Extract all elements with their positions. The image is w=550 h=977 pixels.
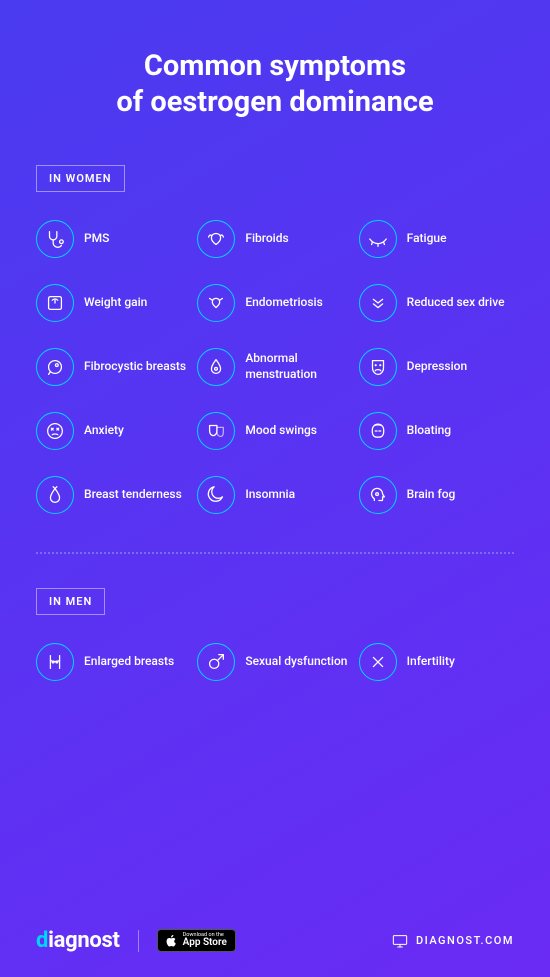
x-icon bbox=[359, 643, 397, 681]
symptom-label: Fibrocystic breasts bbox=[84, 359, 186, 375]
dizzy-face-icon bbox=[36, 412, 74, 450]
symptom-label: Fibroids bbox=[245, 231, 288, 247]
symptom-label: Bloating bbox=[407, 423, 451, 439]
symptom-label: Brain fog bbox=[407, 487, 456, 503]
sad-mask-icon bbox=[359, 348, 397, 386]
symptom-label: Breast tenderness bbox=[84, 487, 182, 503]
head-fog-icon bbox=[359, 476, 397, 514]
title-line-2: of oestrogen dominance bbox=[116, 85, 433, 119]
bloat-icon bbox=[359, 412, 397, 450]
symptom-item: Fibroids bbox=[197, 220, 352, 258]
male-chest-icon bbox=[36, 643, 74, 681]
symptom-label: Fatigue bbox=[407, 231, 447, 247]
symptom-item: Mood swings bbox=[197, 412, 352, 450]
symptom-item: Abnormal menstruation bbox=[197, 348, 352, 386]
brand-rest: iagnost bbox=[48, 928, 120, 953]
symptom-label: Depression bbox=[407, 359, 467, 375]
symptom-item: Anxiety bbox=[36, 412, 191, 450]
symptom-label: Weight gain bbox=[84, 295, 147, 311]
brand-accent-char: d bbox=[36, 928, 48, 953]
chevrons-down-icon bbox=[359, 284, 397, 322]
eye-closed-icon bbox=[359, 220, 397, 258]
symptom-label: Enlarged breasts bbox=[84, 654, 174, 670]
symptom-label: Insomnia bbox=[245, 487, 295, 503]
symptom-label: Endometriosis bbox=[245, 295, 322, 311]
site-url: DIAGNOST.COM bbox=[416, 934, 514, 947]
symptoms-grid-men: Enlarged breasts Sexual dysfunction Infert… bbox=[36, 643, 514, 681]
footer: diagnost Download on the App Store DIAGN… bbox=[36, 910, 514, 953]
symptom-item: Depression bbox=[359, 348, 514, 386]
monitor-icon bbox=[392, 934, 408, 948]
moon-icon bbox=[197, 476, 235, 514]
symptom-item: Insomnia bbox=[197, 476, 352, 514]
section-header-women: IN WOMEN bbox=[36, 165, 125, 192]
symptom-item: Fatigue bbox=[359, 220, 514, 258]
symptom-item: Bloating bbox=[359, 412, 514, 450]
symptom-item: Brain fog bbox=[359, 476, 514, 514]
symptom-label: Abnormal menstruation bbox=[245, 351, 352, 382]
symptom-label: Anxiety bbox=[84, 423, 124, 439]
footer-separator bbox=[138, 930, 139, 952]
section-header-men: IN MEN bbox=[36, 588, 105, 615]
title-line-1: Common symptoms bbox=[144, 49, 406, 83]
symptom-item: Breast tenderness bbox=[36, 476, 191, 514]
symptom-label: PMS bbox=[84, 231, 109, 247]
masks-icon bbox=[197, 412, 235, 450]
symptom-label: Infertility bbox=[407, 654, 455, 670]
uterus-icon bbox=[197, 220, 235, 258]
appstore-text: Download on the App Store bbox=[183, 933, 227, 949]
symptom-item: Infertility bbox=[359, 643, 514, 681]
symptom-item: Endometriosis bbox=[197, 284, 352, 322]
male-arrow-icon bbox=[197, 643, 235, 681]
section-divider bbox=[36, 552, 514, 554]
blood-drop-icon bbox=[197, 348, 235, 386]
breast-icon bbox=[36, 348, 74, 386]
symptom-label: Reduced sex drive bbox=[407, 295, 505, 311]
symptom-item: Sexual dysfunction bbox=[197, 643, 352, 681]
appstore-badge[interactable]: Download on the App Store bbox=[157, 929, 236, 953]
symptom-item: Enlarged breasts bbox=[36, 643, 191, 681]
infographic-root: Common symptoms of oestrogen dominance I… bbox=[0, 0, 550, 977]
symptoms-grid-women: PMS Fibroids Fatigue Weight gain Endometrios… bbox=[36, 220, 514, 514]
symptom-label: Sexual dysfunction bbox=[245, 654, 347, 670]
uterus2-icon bbox=[197, 284, 235, 322]
symptom-label: Mood swings bbox=[245, 423, 317, 439]
site-link[interactable]: DIAGNOST.COM bbox=[392, 934, 514, 948]
stethoscope-icon bbox=[36, 220, 74, 258]
tender-icon bbox=[36, 476, 74, 514]
scale-icon bbox=[36, 284, 74, 322]
brand-logo: diagnost bbox=[36, 928, 120, 953]
appstore-big: App Store bbox=[183, 938, 227, 948]
symptom-item: Weight gain bbox=[36, 284, 191, 322]
page-title: Common symptoms of oestrogen dominance bbox=[36, 48, 514, 121]
symptom-item: Reduced sex drive bbox=[359, 284, 514, 322]
symptom-item: PMS bbox=[36, 220, 191, 258]
symptom-item: Fibrocystic breasts bbox=[36, 348, 191, 386]
apple-icon bbox=[164, 934, 178, 948]
